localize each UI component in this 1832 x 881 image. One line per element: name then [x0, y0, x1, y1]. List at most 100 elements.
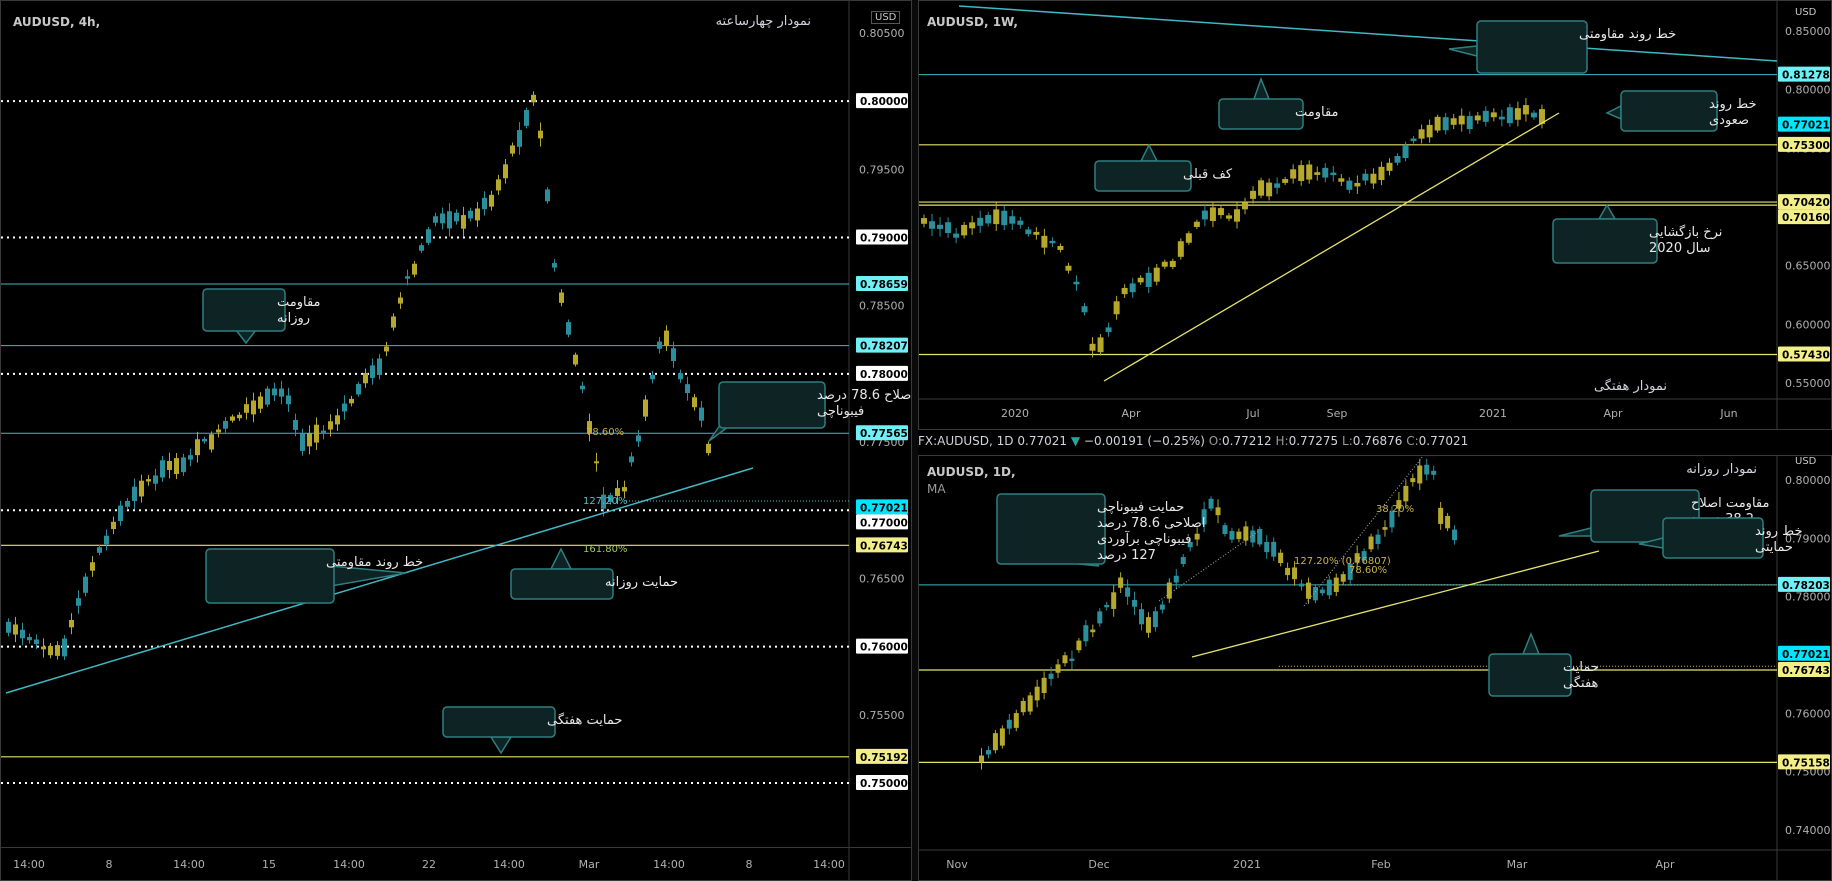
callout-fib-resistance-daily-pointer: [1558, 527, 1592, 537]
ohlc-info-bar: FX:AUDUSD, 1D 0.77021 ▼ −0.00191 (−0.25%…: [918, 434, 1468, 448]
candle-4h: [55, 645, 60, 656]
fib-label-daily: 78.60%: [1349, 565, 1387, 576]
price-tick-weekly: 0.85000: [1785, 25, 1831, 38]
fib-diagonal-daily: [1303, 456, 1424, 607]
candle-weekly: [1217, 208, 1224, 216]
callout-trendline-weekly-box: [1476, 20, 1588, 74]
chart-canvas-daily[interactable]: 0.800000.790000.780000.770000.760000.750…: [919, 456, 1832, 881]
candle-daily: [1180, 557, 1186, 565]
price-badge-4h: 0.77565: [860, 428, 908, 440]
currency-label-4h: USD: [871, 11, 901, 24]
candle-4h: [440, 213, 445, 224]
price-tick-weekly: 0.65000: [1785, 260, 1831, 273]
candle-daily: [1264, 541, 1270, 553]
callout-weekly-support-daily-pointer: [1521, 631, 1541, 655]
price-badge-weekly-bg: [1778, 209, 1830, 225]
candle-daily: [1090, 629, 1096, 633]
candle-daily: [1403, 485, 1409, 502]
candle-daily: [1236, 531, 1242, 540]
price-badge-4h-bg: [856, 425, 908, 441]
callout-uptrend-weekly-text: خط روند: [1709, 97, 1757, 112]
candle-4h: [181, 457, 186, 473]
candle-daily: [1410, 478, 1416, 483]
indicator-label-daily[interactable]: MA: [927, 482, 946, 496]
candle-weekly: [1225, 215, 1232, 219]
callout-fib-correction-4h-text: اصلاح 78.6 درصد: [817, 388, 912, 403]
candle-daily: [1250, 530, 1256, 543]
candle-daily: [1208, 498, 1214, 509]
candle-daily: [1431, 470, 1437, 475]
candle-weekly: [1025, 229, 1032, 235]
info-low-label: L:: [1342, 434, 1353, 448]
candle-weekly: [1161, 261, 1168, 267]
candle-daily: [1340, 574, 1346, 582]
candle-weekly: [1242, 202, 1249, 210]
candle-4h: [615, 488, 620, 497]
candle-4h: [398, 297, 403, 304]
candle-4h: [636, 435, 641, 442]
time-tick-4h: 15: [262, 858, 276, 871]
time-tick-weekly: Jul: [1245, 407, 1259, 420]
price-tick-daily: 0.80000: [1785, 474, 1831, 487]
candle-weekly: [1073, 281, 1080, 285]
time-axis-4h[interactable]: 14:00 8 14:00 15 14:00 22 14:00 Mar 14:00 8 14:00: [0, 848, 912, 881]
price-badge-daily-bg: [1778, 754, 1830, 770]
callout-fib-resistance-daily-text: مقاومت اصلاح: [1691, 496, 1769, 511]
price-badge-4h: 0.75192: [860, 752, 908, 764]
callout-previous-low-weekly-text: کف قبلی: [1183, 167, 1233, 182]
price-badge-4h: 0.77021: [860, 502, 908, 514]
candle-4h: [489, 194, 494, 207]
chart-panel-4h[interactable]: 0.80500 0.80000 0.79500 0.79000 0.78500 0.780…: [0, 0, 912, 848]
time-tick-4h: 8: [746, 858, 753, 871]
candle-weekly: [977, 217, 984, 226]
info-low: 0.76876: [1352, 434, 1403, 448]
chart-canvas-weekly[interactable]: 0.850000.800000.750000.700000.650000.600…: [919, 1, 1832, 430]
candle-4h: [314, 424, 319, 443]
time-tick-daily: Feb: [1371, 858, 1390, 871]
candle-weekly: [1426, 124, 1433, 138]
candle-4h: [531, 94, 536, 103]
callout-weekly-support-daily-text: هفتگی: [1563, 675, 1599, 691]
candle-daily: [1445, 515, 1451, 529]
panel-divider[interactable]: [912, 0, 918, 881]
candle-weekly: [1282, 179, 1289, 183]
price-badge-daily: 0.77021: [1782, 649, 1830, 661]
candle-4h: [230, 416, 235, 421]
callout-previous-low-weekly-box: [1094, 160, 1192, 192]
candle-4h: [237, 414, 242, 419]
candle-4h: [363, 373, 368, 384]
price-badge-4h-bg: [856, 537, 908, 553]
candle-4h: [335, 415, 340, 425]
price-badge-daily-bg: [1778, 661, 1830, 677]
callout-weekly-support-daily-text: حمایت: [1563, 660, 1599, 675]
candle-daily: [1243, 526, 1249, 541]
candle-daily: [1285, 567, 1291, 576]
candle-weekly: [1314, 172, 1321, 175]
chart-canvas-4h[interactable]: 0.80500 0.80000 0.79500 0.79000 0.78500 0.780…: [1, 1, 912, 848]
time-tick-4h: 14:00: [13, 858, 45, 871]
candle-weekly: [1137, 277, 1144, 283]
candle-4h: [216, 429, 221, 433]
time-tick-weekly: Apr: [1121, 407, 1141, 420]
fib-label-4h: 127.20%: [583, 496, 628, 507]
candle-4h: [139, 480, 144, 497]
price-tick-daily: 0.76000: [1785, 707, 1831, 720]
candle-4h: [41, 646, 46, 650]
candle-weekly: [1129, 283, 1136, 293]
callout-trendline-weekly-pointer: [1448, 45, 1478, 57]
time-tick-weekly: Jun: [1719, 407, 1737, 420]
chart-panel-weekly[interactable]: 0.850000.800000.750000.700000.650000.600…: [918, 0, 1832, 430]
candle-daily: [1069, 658, 1075, 662]
candle-daily: [1062, 655, 1068, 664]
callout-trendline-weekly-group: خط روند مقاومتی: [1448, 20, 1676, 74]
price-badge-4h-bg: [856, 93, 908, 109]
candle-4h: [62, 638, 67, 657]
candle-daily: [1452, 529, 1458, 541]
candle-daily: [1132, 599, 1138, 607]
candle-weekly: [1290, 169, 1297, 179]
callout-daily-support-4h-text: حمایت روزانه: [605, 575, 678, 590]
price-badge-4h: 0.78659: [860, 279, 908, 291]
price-tick-4h: 0.75500: [859, 709, 905, 722]
candle-weekly: [1177, 241, 1184, 257]
chart-panel-daily[interactable]: 0.800000.790000.780000.770000.760000.750…: [918, 455, 1832, 881]
